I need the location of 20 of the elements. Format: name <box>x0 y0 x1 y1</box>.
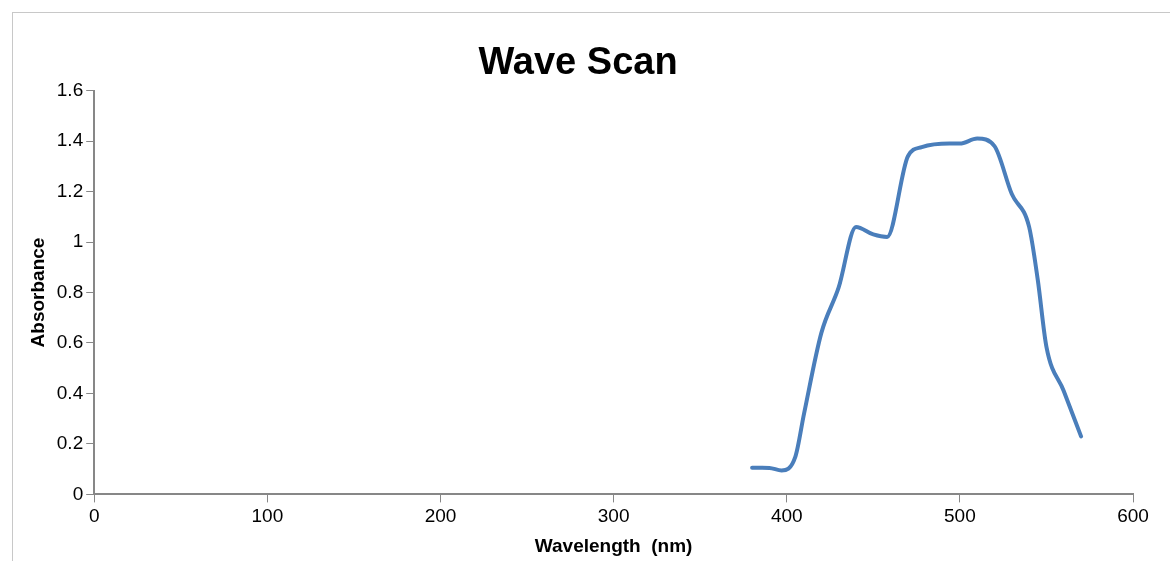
chart-title: Wave Scan <box>478 40 678 83</box>
y-tick-label: 1.4 <box>56 129 84 151</box>
y-axis-title: Absorbance <box>26 237 48 348</box>
line-series <box>750 136 1084 473</box>
y-tick-label: 0.4 <box>56 381 84 403</box>
x-tick-label: 600 <box>1117 505 1149 527</box>
x-tick-label: 400 <box>770 505 803 527</box>
y-tick-label: 1.2 <box>56 179 84 201</box>
x-axis-title: Wavelength (nm) <box>534 534 693 556</box>
y-tick-label: 0 <box>72 482 84 504</box>
y-tick-label: 1 <box>72 230 84 252</box>
x-tick-label: 300 <box>597 505 630 527</box>
x-tick-label: 0 <box>88 505 100 527</box>
x-tick-label: 100 <box>251 505 284 527</box>
x-tick-label: 500 <box>944 505 976 527</box>
y-tick-label: 1.6 <box>56 78 84 100</box>
y-tick-label: 0.2 <box>56 432 84 454</box>
x-tick-label: 200 <box>424 505 457 527</box>
y-tick-label: 0.6 <box>56 331 84 353</box>
y-tick-label: 0.8 <box>56 280 84 302</box>
